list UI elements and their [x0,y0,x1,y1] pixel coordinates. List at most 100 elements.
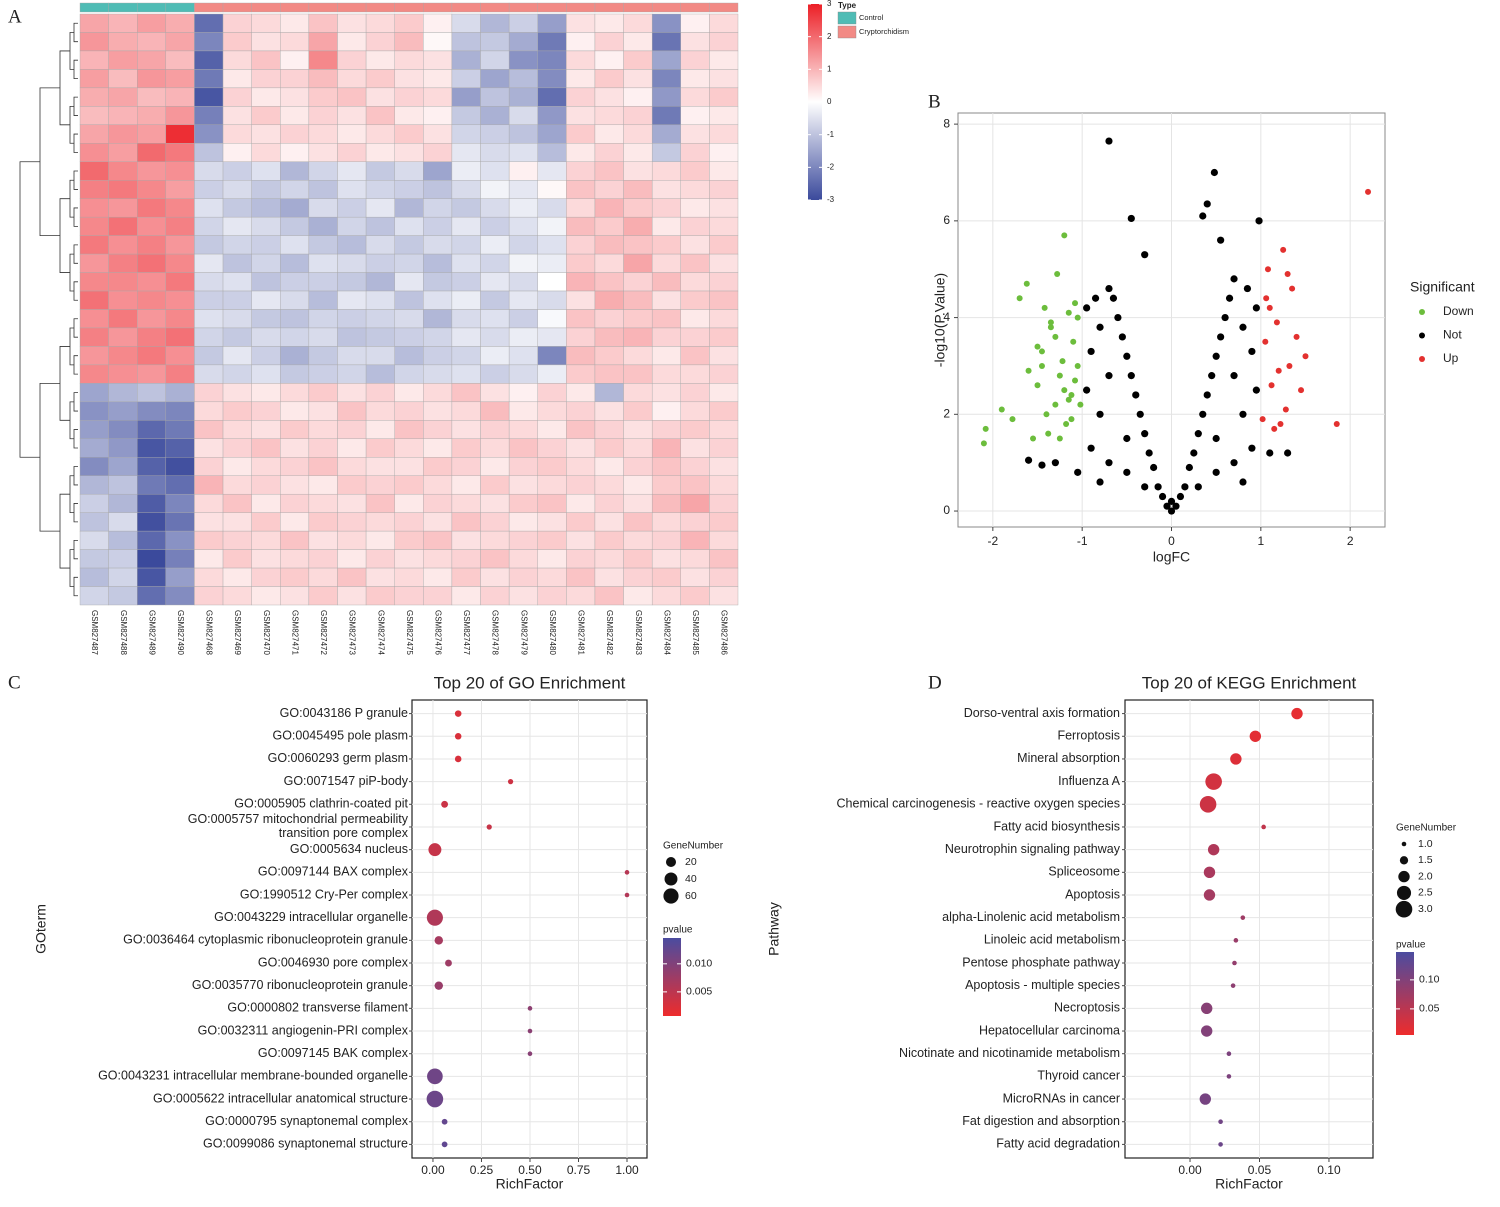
dendrogram-branch [39,87,60,237]
heatmap-cell [651,13,681,33]
heatmap-cell [709,567,739,587]
heatmap-cell [423,69,453,89]
heatmap-cell [165,420,195,439]
x-tick-label: 1 [1257,534,1264,548]
point [1077,401,1084,408]
column-label: GSM827482 [605,610,614,655]
point [1009,416,1016,423]
category-label: GO:0043186 P granule [280,706,408,720]
heatmap-cell [337,493,367,513]
heatmap-cell [651,69,681,89]
point [1217,236,1225,244]
heatmap-cell [137,475,167,495]
heatmap-cell [651,512,681,532]
heatmap-cell [280,124,310,144]
heatmap-cell [480,364,510,384]
heatmap-cell [251,69,281,89]
heatmap-cell [623,32,653,52]
heatmap-cell [79,438,109,458]
colorbar-tick-label: 3 [827,0,832,8]
heatmap-cell [251,549,281,569]
dot [486,824,492,830]
point [1054,271,1061,278]
heatmap-cell [537,180,567,199]
heatmap-cell [423,272,453,292]
heatmap-cell [137,290,167,310]
heatmap-cell [251,327,281,347]
x-tick-label: 0.25 [470,1163,494,1177]
colorbar-tick-label: 0 [827,97,832,106]
annotation-cell [337,2,367,13]
heatmap-cell [566,309,596,329]
heatmap-cell [537,567,567,587]
point [1289,285,1296,292]
point [980,440,987,447]
heatmap-cell [365,106,395,126]
heatmap-cell [537,50,567,70]
category-label: GO:0046930 pore complex [258,955,409,969]
heatmap-cell [165,87,195,107]
point [1271,425,1278,432]
dendrogram-branch [73,576,78,597]
heatmap-cell [280,87,310,107]
point [1141,483,1149,491]
column-label: GSM827485 [691,610,700,655]
dendrogram-branch [73,539,78,560]
point [1123,352,1131,360]
heatmap-cell [651,346,681,366]
colorbar-tick-label: 1 [827,64,832,73]
chart-title: Top 20 of KEGG Enrichment [1142,673,1357,692]
heatmap-cell [194,549,224,569]
heatmap-cell [508,198,538,218]
heatmap-cell [165,549,195,569]
heatmap-cell [566,327,596,347]
heatmap-cell [508,87,538,107]
point [1023,280,1030,287]
heatmap-cell [680,512,710,532]
heatmap-cell [451,530,481,550]
heatmap-cell [222,457,252,476]
annotation-cell [365,2,395,13]
heatmap-cell [480,69,510,89]
heatmap-cell [108,457,138,476]
heatmap-cell [365,475,395,495]
heatmap-cell [537,253,567,273]
heatmap-cell [79,13,109,33]
heatmap-cell [365,586,395,606]
point [1047,319,1054,326]
heatmap-cell [423,235,453,255]
heatmap-cell [308,161,338,181]
heatmap-cell [537,512,567,532]
heatmap-cell [623,401,653,421]
heatmap-cell [680,309,710,329]
heatmap-cell [594,235,624,255]
point [1255,217,1263,225]
heatmap-cell [251,32,281,52]
heatmap-cell [79,346,109,366]
heatmap-cell [251,180,281,199]
heatmap-cell [137,401,167,421]
heatmap-cell [308,253,338,273]
panel-label: C [8,672,21,693]
heatmap-cell [251,106,281,126]
heatmap-cell [394,235,424,255]
x-tick-label: -2 [988,534,999,548]
heatmap-cell [365,87,395,107]
point [1127,214,1135,223]
heatmap-cell [394,69,424,89]
point [1063,420,1070,427]
heatmap-cell [79,420,109,439]
heatmap-cell [365,420,395,439]
point [1194,430,1202,438]
heatmap-cell [251,420,281,439]
dendrogram-branch [73,429,78,449]
heatmap-cell [594,50,624,70]
heatmap-cell [194,32,224,52]
heatmap-cell [108,475,138,495]
heatmap-cell [680,216,710,236]
heatmap-cell [680,253,710,273]
heatmap-cell [451,253,481,273]
heatmap-cell [451,438,481,458]
heatmap-cell [308,364,338,384]
point [1239,410,1247,418]
